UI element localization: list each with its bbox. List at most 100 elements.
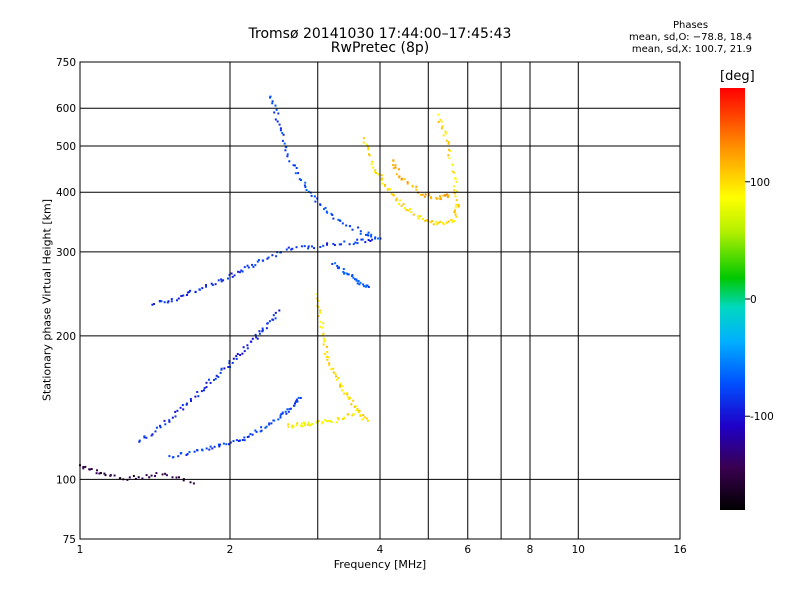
data-point: [154, 475, 156, 477]
data-point: [242, 346, 245, 349]
data-point: [249, 433, 252, 436]
colorbar-unit-label: [deg]: [720, 69, 755, 84]
data-point: [437, 113, 440, 116]
data-point: [284, 410, 287, 413]
data-point: [365, 285, 367, 288]
data-point: [366, 284, 369, 287]
data-point: [104, 474, 107, 477]
data-point: [171, 476, 174, 479]
data-point: [232, 440, 235, 443]
data-point: [271, 254, 274, 257]
data-point: [346, 273, 349, 276]
data-point: [432, 223, 435, 226]
data-point: [353, 278, 356, 281]
data-point: [246, 436, 249, 438]
data-point: [275, 255, 278, 258]
data-point: [362, 141, 365, 144]
y-tick-label: 75: [63, 534, 76, 546]
data-point: [440, 120, 443, 123]
data-point: [446, 221, 448, 224]
data-point: [233, 274, 236, 277]
data-point: [217, 443, 220, 446]
data-point: [343, 392, 346, 395]
data-point: [211, 284, 214, 286]
data-point: [223, 367, 226, 370]
data-point: [209, 445, 212, 448]
data-point: [346, 393, 349, 396]
data-point: [326, 355, 328, 358]
data-point: [370, 235, 373, 238]
x-axis-label: Frequency [MHz]: [333, 558, 427, 571]
data-point: [353, 405, 356, 408]
data-point: [258, 332, 261, 335]
data-point: [426, 219, 429, 221]
data-point: [317, 306, 320, 309]
data-point: [273, 111, 276, 114]
data-point: [351, 414, 354, 417]
data-point: [220, 280, 223, 283]
data-point: [367, 146, 370, 149]
data-point: [323, 208, 325, 211]
data-point: [434, 220, 437, 223]
data-point: [454, 177, 457, 180]
data-point: [300, 179, 302, 181]
data-point: [342, 268, 345, 270]
data-point: [182, 479, 185, 482]
plot-frame: [79, 61, 681, 540]
data-point: [337, 418, 340, 421]
data-point: [189, 289, 192, 292]
data-point: [303, 421, 306, 424]
data-point: [230, 272, 233, 275]
data-point: [410, 211, 413, 214]
data-point: [300, 245, 303, 248]
data-point: [154, 430, 157, 433]
data-point: [440, 127, 443, 130]
data-point: [330, 212, 333, 215]
data-point: [348, 243, 351, 246]
data-point: [377, 173, 380, 176]
data-point: [455, 203, 458, 206]
data-point: [304, 181, 307, 184]
data-point: [355, 278, 358, 281]
data-point: [166, 301, 169, 304]
data-point: [194, 395, 197, 398]
data-point: [289, 407, 292, 410]
data-point: [310, 194, 313, 197]
data-point: [450, 219, 453, 222]
data-point: [188, 451, 191, 453]
data-point: [235, 355, 238, 358]
data-point: [214, 377, 217, 380]
data-point: [314, 200, 317, 203]
data-point: [82, 467, 85, 470]
data-point: [370, 163, 373, 166]
data-point: [356, 407, 359, 410]
chart-subtitle: RwPretec (8p): [330, 40, 430, 56]
data-point: [218, 445, 221, 448]
data-point: [447, 154, 450, 157]
data-point: [454, 206, 457, 209]
data-point: [167, 300, 170, 303]
data-point: [380, 174, 383, 177]
data-point: [325, 210, 328, 213]
data-point: [326, 243, 328, 246]
data-point: [372, 166, 375, 169]
data-point: [249, 340, 252, 343]
data-point: [205, 285, 207, 288]
data-point: [292, 164, 295, 167]
data-point: [138, 439, 141, 442]
data-point: [304, 423, 307, 425]
data-point: [332, 367, 335, 370]
data-point: [337, 377, 340, 379]
data-point: [333, 244, 336, 246]
axis-ticks: 1 2 4 6 8 10 16 75 100 200 300 400 500 600 750: [56, 57, 687, 556]
colorbar: [720, 88, 745, 510]
colorbar-tick-label: -100: [750, 411, 774, 423]
data-point: [170, 300, 173, 303]
data-point: [179, 406, 182, 409]
data-point: [330, 421, 333, 424]
data-point: [186, 291, 189, 294]
data-point: [160, 300, 163, 303]
data-point: [362, 414, 365, 417]
x-tick-label: 8: [527, 544, 534, 556]
